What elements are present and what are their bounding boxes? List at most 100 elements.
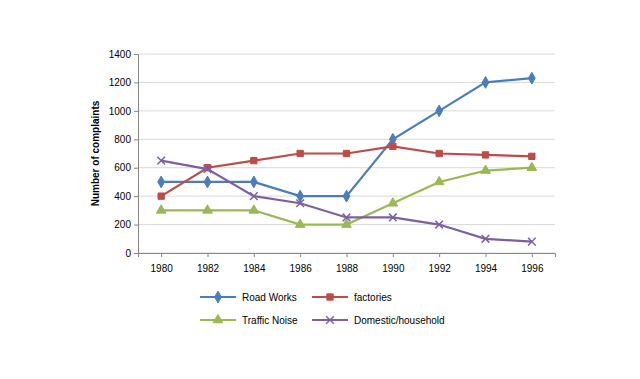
x-tick: 1986: [290, 253, 313, 274]
series-marker: [157, 157, 165, 165]
series-marker: [156, 205, 166, 213]
x-tick: 1996: [521, 253, 544, 274]
series-marker: [388, 198, 398, 206]
marker-shape: [156, 205, 166, 213]
legend-item: Domestic/household: [312, 315, 445, 326]
series-marker: [343, 190, 350, 202]
legend-marker: [326, 316, 334, 324]
marker-shape: [296, 199, 304, 207]
legend-label: factories: [354, 292, 392, 303]
grid: [138, 54, 555, 253]
y-tick: 1000: [109, 106, 138, 117]
series-marker: [528, 238, 536, 246]
x-tick-mark: [300, 253, 301, 257]
marker-shape: [343, 190, 350, 202]
marker-shape: [203, 205, 213, 213]
marker-shape: [204, 165, 212, 173]
x-tick-mark: [486, 253, 487, 257]
legend-item: Traffic Noise: [200, 314, 298, 325]
marker-shape: [436, 105, 443, 117]
x-tick: 1992: [429, 253, 452, 274]
x-tick-label: 1996: [521, 263, 544, 274]
marker-shape: [295, 219, 305, 227]
series-marker: [482, 77, 489, 89]
series-marker: [295, 219, 305, 227]
series-marker: [249, 205, 259, 213]
y-tick-mark: [134, 111, 138, 112]
series-marker: [434, 176, 444, 184]
legend-item: Road Works: [200, 291, 297, 303]
x-tick-mark: [208, 253, 209, 257]
marker-shape: [528, 72, 535, 84]
marker-shape: [482, 77, 489, 89]
legend: Road Works factories Traffic Noise Domestic…: [200, 291, 445, 325]
legend-label: Domestic/household: [354, 315, 445, 326]
series-marker: [481, 165, 491, 173]
legend-marker: [215, 291, 222, 303]
series-line: [161, 161, 532, 242]
marker-shape: [251, 157, 257, 163]
legend-label: Traffic Noise: [242, 315, 298, 326]
y-tick: 1400: [109, 49, 138, 60]
x-tick-label: 1984: [243, 263, 266, 274]
y-tick-label: 1400: [109, 49, 132, 60]
y-tick-mark: [134, 139, 138, 140]
legend-marker-shape: [326, 316, 334, 324]
x-axis-line: [139, 254, 556, 258]
y-axis: 0200400600800100012001400: [109, 49, 139, 259]
series-marker: [389, 214, 397, 222]
legend-marker: [213, 314, 223, 322]
x-tick: 1982: [197, 253, 220, 274]
legend-marker: [327, 294, 333, 300]
plot-area: [156, 72, 536, 245]
y-tick-mark: [134, 196, 138, 197]
x-tick: 1980: [151, 253, 174, 274]
marker-shape: [158, 193, 164, 199]
series-marker: [204, 176, 211, 188]
x-tick-mark: [254, 253, 255, 257]
series-marker: [158, 176, 165, 188]
x-tick: 1988: [336, 253, 359, 274]
series-line: [161, 78, 532, 196]
marker-shape: [528, 238, 536, 246]
series-marker: [297, 150, 303, 156]
y-tick-label: 1200: [109, 77, 132, 88]
series-line: [161, 146, 532, 196]
grid-line: [138, 54, 555, 55]
series-marker: [435, 221, 443, 229]
grid-line: [138, 139, 555, 140]
series-marker: [251, 157, 257, 163]
grid-line: [138, 110, 555, 111]
x-tick-label: 1980: [151, 263, 174, 274]
marker-shape: [249, 205, 259, 213]
x-tick-mark: [393, 253, 394, 257]
chart: 0200400600800100012001400198019821984198…: [0, 0, 640, 379]
marker-shape: [434, 176, 444, 184]
legend-marker-shape: [213, 314, 223, 322]
series-marker: [343, 214, 351, 222]
marker-shape: [158, 176, 165, 188]
marker-shape: [343, 150, 349, 156]
x-tick-label: 1990: [382, 263, 405, 274]
marker-shape: [390, 143, 396, 149]
series-marker: [296, 199, 304, 207]
series-marker: [203, 205, 213, 213]
series-marker: [482, 152, 488, 158]
x-tick-mark: [532, 253, 533, 257]
y-tick-mark: [134, 168, 138, 169]
marker-shape: [435, 221, 443, 229]
x-tick-label: 1992: [429, 263, 452, 274]
y-tick: 600: [114, 162, 138, 173]
y-tick-label: 200: [114, 219, 131, 230]
y-tick-mark: [134, 82, 138, 83]
x-tick: 1990: [382, 253, 405, 274]
marker-shape: [436, 150, 442, 156]
x-tick-label: 1986: [290, 263, 313, 274]
y-tick-label: 0: [125, 248, 131, 259]
x-tick: 1984: [243, 253, 266, 274]
marker-shape: [204, 176, 211, 188]
x-tick: 1994: [475, 253, 498, 274]
y-tick: 200: [114, 219, 138, 230]
y-tick-mark: [134, 225, 138, 226]
series-marker: [529, 153, 535, 159]
